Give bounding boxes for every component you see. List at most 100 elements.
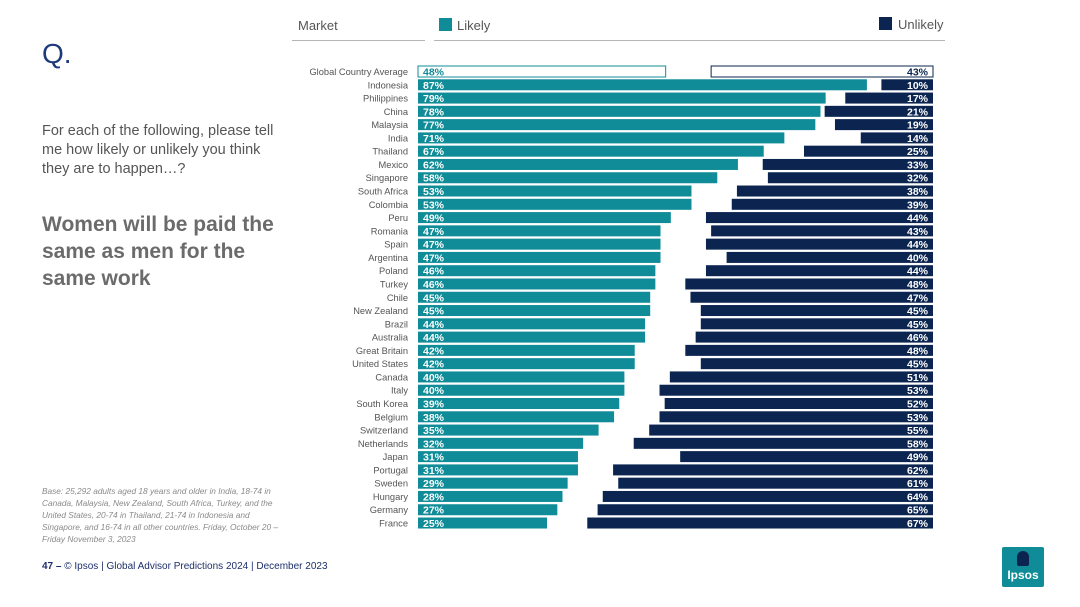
- unlikely-bar-indonesia: [881, 79, 933, 91]
- unlikely-bar-thailand: [804, 145, 933, 157]
- likely-value-hungary: 28%: [423, 491, 445, 503]
- unlikely-value-japan: 49%: [907, 452, 929, 464]
- likely-value-turkey: 46%: [423, 279, 445, 291]
- category-label-australia: Australia: [372, 333, 409, 343]
- likely-bar-indonesia: [418, 79, 867, 91]
- unlikely-bar-india: [860, 132, 933, 144]
- category-label-philippines: Philippines: [363, 94, 408, 104]
- unlikely-bar-south-africa: [736, 185, 933, 197]
- likely-bar-germany: [418, 504, 558, 516]
- category-label-sweden: Sweden: [374, 479, 408, 489]
- unlikely-value-australia: 46%: [907, 332, 929, 344]
- unlikely-value-portugal: 62%: [907, 465, 929, 477]
- unlikely-value-singapore: 32%: [907, 173, 929, 185]
- likely-bar-canada: [418, 371, 625, 383]
- unlikely-bar-italy: [659, 384, 933, 396]
- likely-value-peru: 49%: [423, 213, 445, 225]
- unlikely-value-new-zealand: 45%: [907, 306, 929, 318]
- unlikely-value-spain: 44%: [907, 239, 929, 251]
- likely-value-argentina: 47%: [423, 252, 445, 264]
- likely-value-mexico: 62%: [423, 159, 445, 171]
- likely-bar-netherlands: [418, 437, 584, 449]
- likely-bar-turkey: [418, 278, 656, 290]
- unlikely-value-south-korea: 52%: [907, 399, 929, 411]
- category-label-malaysia: Malaysia: [371, 120, 409, 130]
- page-number: 47: [42, 561, 54, 572]
- category-label-argentina: Argentina: [368, 253, 409, 263]
- likely-bar-philippines: [418, 92, 826, 104]
- category-label-brazil: Brazil: [385, 319, 408, 329]
- likely-bar-belgium: [418, 411, 615, 423]
- likely-bar-mexico: [418, 158, 738, 170]
- unlikely-bar-united-states: [700, 358, 933, 370]
- likely-bar-chile: [418, 291, 651, 303]
- unlikely-value-switzerland: 55%: [907, 425, 929, 437]
- category-label-germany: Germany: [370, 505, 409, 515]
- unlikely-bar-portugal: [613, 464, 933, 476]
- likely-value-singapore: 58%: [423, 173, 445, 185]
- category-label-belgium: Belgium: [374, 412, 408, 422]
- likely-bar-hungary: [418, 490, 563, 502]
- unlikely-value-colombia: 39%: [907, 199, 929, 211]
- likely-value-chile: 45%: [423, 292, 445, 304]
- category-label-turkey: Turkey: [380, 279, 408, 289]
- unlikely-bar-brazil: [700, 318, 933, 330]
- category-label-japan: Japan: [383, 452, 408, 462]
- likely-value-indonesia: 87%: [423, 80, 445, 92]
- unlikely-value-chile: 47%: [907, 292, 929, 304]
- unlikely-bar-poland: [705, 265, 933, 277]
- unlikely-bar-malaysia: [834, 119, 933, 131]
- unlikely-bar-peru: [705, 212, 933, 224]
- likely-value-romania: 47%: [423, 226, 445, 238]
- likely-value-france: 25%: [423, 518, 445, 530]
- likely-value-sweden: 29%: [423, 478, 445, 490]
- unlikely-bar-argentina: [726, 251, 933, 263]
- category-label-poland: Poland: [379, 266, 408, 276]
- category-label-italy: Italy: [391, 386, 408, 396]
- unlikely-value-turkey: 48%: [907, 279, 929, 291]
- category-label-chile: Chile: [387, 293, 408, 303]
- category-label-united-states: United States: [352, 359, 408, 369]
- likely-bar-italy: [418, 384, 625, 396]
- likely-bar-australia: [418, 331, 646, 343]
- category-label-south-korea: South Korea: [356, 399, 409, 409]
- likely-value-spain: 47%: [423, 239, 445, 251]
- base-note: Base: 25,292 adults aged 18 years and ol…: [42, 486, 278, 544]
- ipsos-logo-text: Ipsos: [1007, 568, 1039, 582]
- unlikely-value-great-britain: 48%: [907, 345, 929, 357]
- unlikely-value-romania: 43%: [907, 226, 929, 238]
- unlikely-value-peru: 44%: [907, 213, 929, 225]
- likely-value-netherlands: 32%: [423, 438, 445, 450]
- category-label-colombia: Colombia: [369, 200, 409, 210]
- category-label-canada: Canada: [375, 372, 408, 382]
- category-label-switzerland: Switzerland: [360, 426, 408, 436]
- unlikely-value-china: 21%: [907, 106, 929, 118]
- likely-value-south-korea: 39%: [423, 399, 445, 411]
- likely-bar-colombia: [418, 198, 692, 210]
- unlikely-bar-australia: [695, 331, 933, 343]
- likely-value-united-states: 42%: [423, 359, 445, 371]
- unlikely-value-sweden: 61%: [907, 478, 929, 490]
- category-label-new-zealand: New Zealand: [353, 306, 408, 316]
- likely-value-italy: 40%: [423, 385, 445, 397]
- unlikely-value-india: 14%: [907, 133, 929, 145]
- likely-bar-brazil: [418, 318, 646, 330]
- category-label-india: India: [388, 133, 409, 143]
- likely-bar-japan: [418, 451, 578, 463]
- likely-value-global-country-average: 48%: [423, 67, 445, 79]
- unlikely-value-united-states: 45%: [907, 359, 929, 371]
- likely-bar-romania: [418, 225, 661, 237]
- likely-value-australia: 44%: [423, 332, 445, 344]
- unlikely-bar-belgium: [659, 411, 933, 423]
- unlikely-value-germany: 65%: [907, 505, 929, 517]
- unlikely-bar-romania: [711, 225, 933, 237]
- likely-value-malaysia: 77%: [423, 120, 445, 132]
- likely-bar-spain: [418, 238, 661, 250]
- likely-value-new-zealand: 45%: [423, 306, 445, 318]
- likely-bar-switzerland: [418, 424, 599, 436]
- likely-bar-india: [418, 132, 785, 144]
- unlikely-bar-mexico: [762, 158, 933, 170]
- category-label-mexico: Mexico: [379, 160, 408, 170]
- unlikely-value-south-africa: 38%: [907, 186, 929, 198]
